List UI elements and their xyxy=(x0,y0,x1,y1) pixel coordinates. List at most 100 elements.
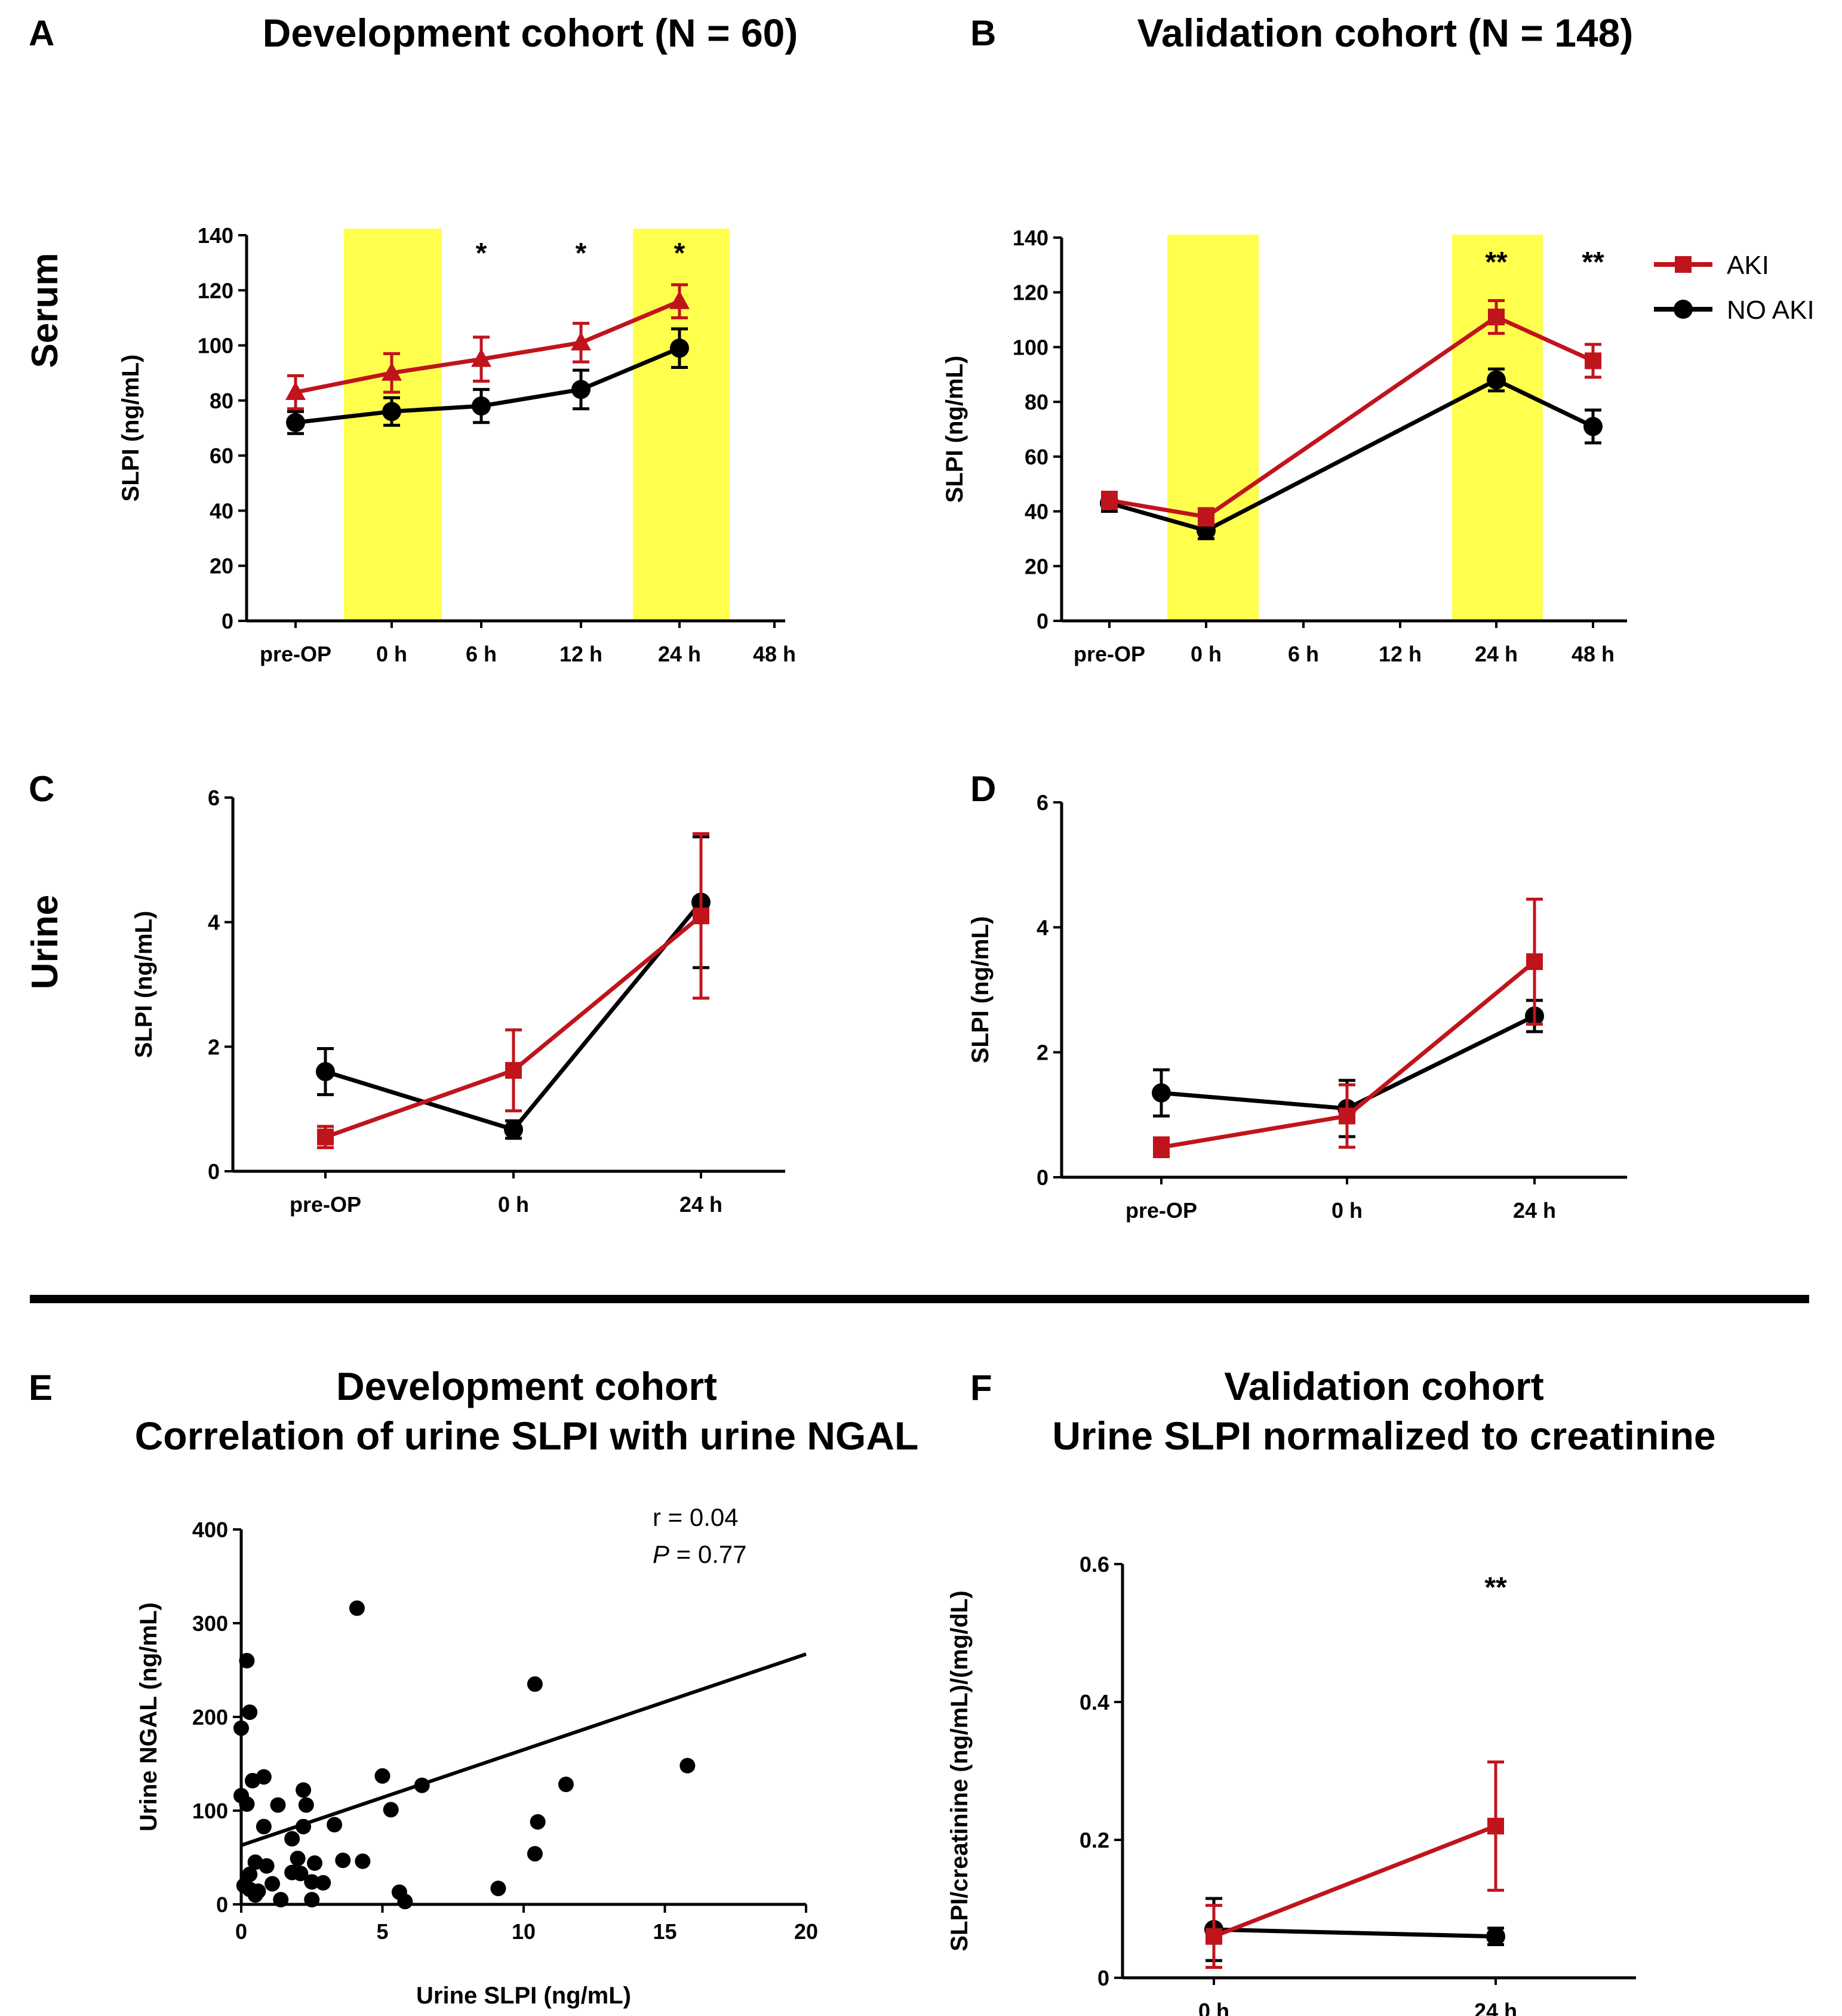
panel-c-x-tick-label: 0 h xyxy=(498,1192,529,1217)
panel-a-no-aki-point xyxy=(571,380,591,399)
panel-f-aki-line xyxy=(1213,1824,1497,1938)
panel-a-significance-mark: * xyxy=(674,238,685,269)
panel-a-x-tick-label: 0 h xyxy=(376,642,407,666)
panel-a-y-tick-label: 20 xyxy=(210,554,233,578)
panel-e-scatter-point xyxy=(242,1704,258,1720)
panel-a-aki-point xyxy=(471,348,491,367)
panel-b-aki-line xyxy=(1109,314,1594,519)
legend: AKI NO AKI xyxy=(1654,251,1815,325)
panel-b-no-aki-point xyxy=(1583,417,1603,436)
panel-e-scatter-point xyxy=(349,1600,365,1616)
panel-e-y-tick-label: 200 xyxy=(192,1705,228,1729)
panel-letter-f: F xyxy=(970,1368,992,1408)
panel-b-y-tick-label: 80 xyxy=(1025,390,1048,414)
panel-a-y-tick-label: 60 xyxy=(210,444,233,468)
panel-e-scatter-point xyxy=(265,1876,281,1892)
panel-e-scatter-point xyxy=(306,1855,322,1871)
panel-e-scatter-point xyxy=(355,1853,371,1869)
panel-a-x-tick-label: 12 h xyxy=(559,642,602,666)
panel-d-x-tick-label: 0 h xyxy=(1331,1198,1363,1223)
panel-b-y-tick-label: 120 xyxy=(1013,281,1048,305)
panel-e-scatter-point xyxy=(296,1818,312,1835)
panel-e-scatter-point xyxy=(233,1720,249,1736)
panel-e-scatter-point xyxy=(259,1858,275,1874)
panel-b-significance-mark: ** xyxy=(1485,247,1508,278)
panel-a-no-aki-point xyxy=(286,413,305,432)
panel-e-scatter-point xyxy=(315,1875,331,1891)
panel-e-y-tick-label: 0 xyxy=(216,1892,228,1917)
panel-a-aki-point xyxy=(285,381,306,401)
panel-e-x-tick-label: 20 xyxy=(794,1919,818,1944)
panel-letter-a: A xyxy=(29,13,54,53)
panel-b-aki-point xyxy=(1101,492,1118,509)
panel-b-significance-mark: ** xyxy=(1582,247,1604,278)
panel-a-y-label: SLPI (ng/mL) xyxy=(118,355,144,502)
panel-a-aki-point xyxy=(382,362,402,381)
panel-d-y-tick-label: 6 xyxy=(1037,790,1048,815)
panel-b-title: Validation cohort (N = 148) xyxy=(1137,11,1634,55)
panel-d-y-tick-label: 0 xyxy=(1037,1165,1048,1190)
panel-b-aki-point xyxy=(1198,508,1214,525)
panel-b-y-tick-label: 140 xyxy=(1013,226,1048,250)
panel-a-aki-point xyxy=(571,331,591,350)
panel-d-x-tick-label: 24 h xyxy=(1513,1198,1556,1223)
correlation-p-symbol: P xyxy=(653,1540,669,1568)
panel-c-y-tick-label: 2 xyxy=(208,1035,220,1059)
panel-e-scatter-point xyxy=(239,1652,255,1669)
panel-a-x-tick-label: 48 h xyxy=(753,642,796,666)
panel-e-scatter-point xyxy=(335,1852,351,1869)
panel-c-x-tick-label: 24 h xyxy=(679,1192,722,1217)
correlation-r: r = 0.04 xyxy=(653,1503,739,1531)
legend-aki-label: AKI xyxy=(1727,251,1769,280)
panel-a-no-aki-point xyxy=(472,396,491,416)
panel-e-y-label: Urine NGAL (ng/mL) xyxy=(136,1602,162,1832)
panel-b-y-tick-label: 0 xyxy=(1037,609,1048,633)
panel-e-scatter-point xyxy=(527,1676,543,1692)
legend-aki-marker xyxy=(1675,256,1692,273)
panel-a-y-tick-label: 0 xyxy=(222,609,233,633)
panel-c-y-label: SLPI (ng/mL) xyxy=(131,911,157,1058)
panel-letter-e: E xyxy=(29,1368,53,1408)
panel-f-significance-mark: ** xyxy=(1484,1572,1507,1603)
panel-d-aki-point xyxy=(1339,1107,1355,1125)
panel-e-scatter-point xyxy=(679,1758,696,1774)
panel-f-no-aki-point xyxy=(1486,1926,1505,1946)
row-label-urine: Urine xyxy=(24,895,66,989)
panel-e-scatter-point xyxy=(527,1846,543,1862)
panel-b-x-tick-label: 0 h xyxy=(1191,642,1222,666)
panel-d-aki-point xyxy=(1153,1138,1170,1156)
panel-b-x-tick-label: pre-OP xyxy=(1074,642,1145,666)
panel-e-scatter-point xyxy=(284,1831,300,1847)
panel-b-y-tick-label: 60 xyxy=(1025,445,1048,469)
panel-a-significance-mark: * xyxy=(476,238,487,269)
panel-a-no-aki-point xyxy=(670,338,689,358)
panel-a-title: Development cohort (N = 60) xyxy=(263,11,798,55)
panel-e-y-tick-label: 100 xyxy=(192,1799,228,1823)
correlation-p-value: = 0.77 xyxy=(669,1540,747,1568)
panel-e-scatter-point xyxy=(290,1851,306,1867)
panel-e-regression-line xyxy=(241,1652,807,1847)
panel-a-x-tick-label: pre-OP xyxy=(260,642,331,666)
panel-letter-b: B xyxy=(970,13,996,53)
panel-b-y-tick-label: 20 xyxy=(1025,554,1048,578)
panel-d-y-tick-label: 4 xyxy=(1037,915,1048,940)
panel-b-aki-point xyxy=(1488,308,1505,325)
panel-a-x-tick-label: 6 h xyxy=(466,642,497,666)
panel-c-aki-point xyxy=(505,1061,522,1079)
panel-c-aki-point xyxy=(317,1128,334,1146)
panel-b-no-aki-line xyxy=(1109,377,1594,533)
panel-e-x-label: Urine SLPI (ng/mL) xyxy=(416,1983,631,2009)
panel-a-no-aki-point xyxy=(382,402,401,421)
panel-d-x-tick-label: pre-OP xyxy=(1126,1198,1197,1223)
panel-e-scatter-point xyxy=(414,1777,430,1793)
panel-b-x-tick-label: 12 h xyxy=(1379,642,1422,666)
panel-e-x-tick-label: 0 xyxy=(235,1919,247,1944)
panel-a-highlight-band xyxy=(633,229,730,621)
panel-c-y-tick-label: 4 xyxy=(208,910,220,935)
panel-a-y-tick-label: 40 xyxy=(210,498,233,523)
panel-b-y-label: SLPI (ng/mL) xyxy=(942,356,968,503)
panel-d-y-tick-label: 2 xyxy=(1037,1041,1048,1065)
panel-e-scatter-point xyxy=(247,1887,263,1903)
panel-a-aki-point xyxy=(669,290,690,309)
